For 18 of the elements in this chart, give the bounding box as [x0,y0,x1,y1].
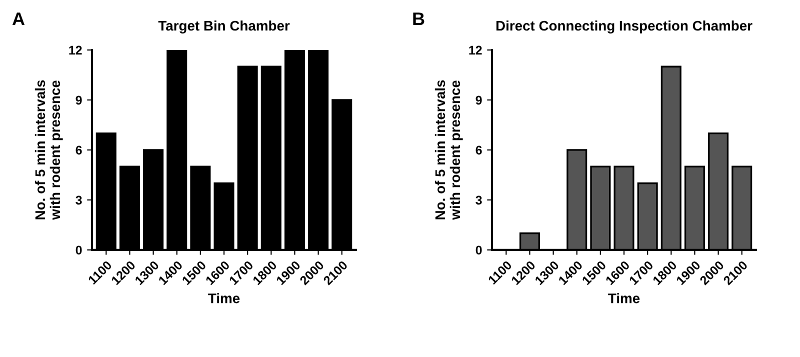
y-tick-label: 6 [76,146,82,155]
y-axis-title: No. of 5 min intervals with rodent presence [34,80,63,220]
y-tick-label: 12 [69,46,82,55]
x-axis-title: Time [608,293,640,304]
x-axis-title: Time [208,293,240,304]
y-tick-label: 3 [76,196,82,205]
y-axis-title: No. of 5 min intervals with rodent presence [434,80,463,220]
y-tick-label: 9 [76,96,82,105]
y-tick-label: 3 [476,196,482,205]
y-tick-label: 0 [476,246,482,255]
y-tick-label: 9 [476,96,482,105]
text: B [413,12,424,25]
y-tick-label: 12 [469,46,482,55]
y-tick-label: 6 [476,146,482,155]
y-tick-label: 0 [76,246,82,255]
text: A [12,12,25,25]
chart-title: Direct Connecting Inspection Chamber [496,20,752,34]
chart-title: Target Bin Chamber [158,20,290,34]
